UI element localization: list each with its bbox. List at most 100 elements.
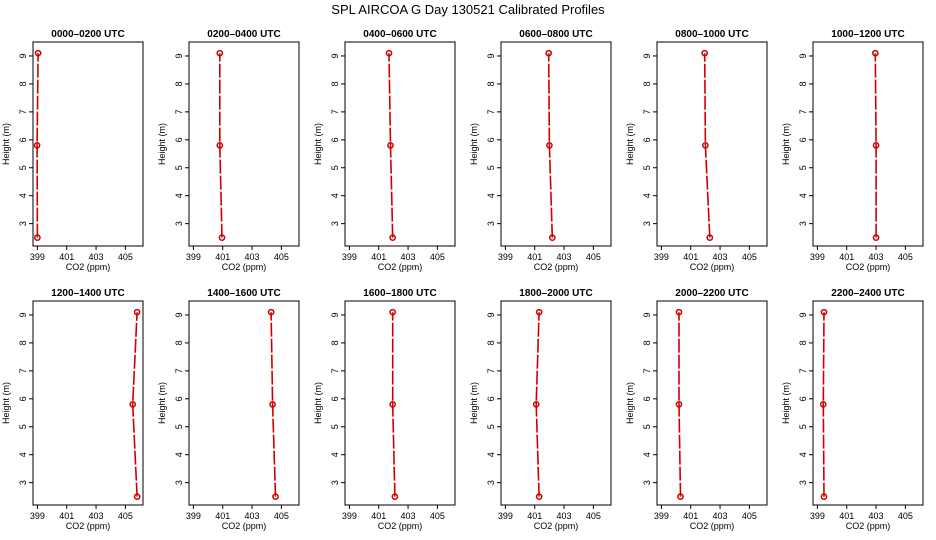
panel-title: 1600–1800 UTC bbox=[363, 288, 436, 299]
data-point bbox=[389, 308, 397, 316]
y-tick-label: 3 bbox=[642, 480, 652, 485]
data-point bbox=[548, 234, 556, 241]
y-tick-label: 4 bbox=[642, 193, 652, 198]
y-tick-label: 7 bbox=[174, 368, 184, 373]
y-tick-label: 8 bbox=[798, 81, 808, 86]
data-point bbox=[535, 493, 543, 500]
y-tick-label: 8 bbox=[330, 81, 340, 86]
y-tick-label: 5 bbox=[174, 165, 184, 170]
x-axis-label: CO2 (ppm) bbox=[534, 521, 579, 531]
y-tick-label: 4 bbox=[486, 193, 496, 198]
y-tick-label: 8 bbox=[18, 340, 28, 345]
y-tick-label: 8 bbox=[798, 340, 808, 345]
data-point bbox=[389, 401, 397, 408]
y-tick-label: 8 bbox=[486, 340, 496, 345]
y-tick-label: 5 bbox=[798, 424, 808, 429]
data-point bbox=[820, 493, 828, 500]
y-tick-label: 8 bbox=[174, 340, 184, 345]
y-axis-label: Height (m) bbox=[157, 382, 167, 424]
y-tick-label: 9 bbox=[798, 312, 808, 317]
y-tick-label: 6 bbox=[18, 396, 28, 401]
plot-frame bbox=[344, 300, 456, 506]
x-tick-label: 399 bbox=[186, 511, 201, 521]
x-tick-label: 401 bbox=[59, 511, 74, 521]
data-point bbox=[532, 401, 540, 408]
y-tick-label: 5 bbox=[642, 424, 652, 429]
plot-frame bbox=[500, 300, 612, 506]
x-tick-label: 401 bbox=[683, 511, 698, 521]
x-tick-label: 399 bbox=[342, 511, 357, 521]
y-tick-label: 9 bbox=[18, 312, 28, 317]
y-axis-label: Height (m) bbox=[469, 123, 479, 165]
y-axis-label: Height (m) bbox=[781, 382, 791, 424]
panel-title: 0400–0600 UTC bbox=[363, 29, 436, 40]
data-point bbox=[34, 234, 41, 241]
x-tick-label: 399 bbox=[654, 252, 669, 262]
y-tick-label: 6 bbox=[798, 137, 808, 142]
y-tick-label: 9 bbox=[330, 312, 340, 317]
profile-line bbox=[36, 53, 39, 238]
x-tick-label: 401 bbox=[371, 252, 386, 262]
x-axis-label: CO2 (ppm) bbox=[66, 262, 111, 272]
panel-title: 0800–1000 UTC bbox=[675, 29, 748, 40]
y-tick-label: 4 bbox=[174, 452, 184, 457]
data-point bbox=[702, 142, 709, 149]
y-tick-label: 4 bbox=[486, 452, 496, 457]
profile-panel: 1400–1600 UTC 399 401 403 405 3 4 5 6 7 8 9 CO2 (ppm… bbox=[157, 288, 300, 531]
y-tick-label: 7 bbox=[642, 109, 652, 114]
y-tick-label: 4 bbox=[798, 193, 808, 198]
y-tick-label: 8 bbox=[174, 81, 184, 86]
y-tick-label: 8 bbox=[18, 81, 28, 86]
x-tick-label: 401 bbox=[371, 511, 386, 521]
y-tick-label: 3 bbox=[330, 480, 340, 485]
y-tick-label: 5 bbox=[486, 165, 496, 170]
x-tick-label: 405 bbox=[898, 511, 913, 521]
y-tick-label: 7 bbox=[642, 368, 652, 373]
x-tick-label: 405 bbox=[274, 511, 289, 521]
y-tick-label: 6 bbox=[330, 137, 340, 142]
plot-frame bbox=[188, 300, 300, 506]
x-tick-label: 403 bbox=[869, 252, 884, 262]
y-tick-label: 3 bbox=[18, 221, 28, 226]
x-tick-label: 405 bbox=[430, 252, 445, 262]
y-tick-label: 3 bbox=[798, 480, 808, 485]
x-tick-label: 403 bbox=[401, 252, 416, 262]
data-point bbox=[387, 142, 394, 149]
y-tick-label: 5 bbox=[798, 165, 808, 170]
x-tick-label: 405 bbox=[118, 511, 133, 521]
x-tick-label: 405 bbox=[742, 511, 757, 521]
profile-line bbox=[874, 53, 877, 238]
y-tick-label: 4 bbox=[174, 193, 184, 198]
profile-line bbox=[678, 312, 682, 497]
y-tick-label: 6 bbox=[174, 137, 184, 142]
x-tick-label: 403 bbox=[713, 511, 728, 521]
x-tick-label: 399 bbox=[810, 252, 825, 262]
x-tick-label: 405 bbox=[274, 252, 289, 262]
plot-frame bbox=[500, 41, 612, 247]
data-point bbox=[385, 49, 393, 57]
y-tick-label: 7 bbox=[486, 109, 496, 114]
x-tick-label: 405 bbox=[742, 252, 757, 262]
x-tick-label: 399 bbox=[30, 511, 45, 521]
y-axis-label: Height (m) bbox=[469, 382, 479, 424]
y-tick-label: 3 bbox=[18, 480, 28, 485]
plot-frame bbox=[32, 300, 144, 506]
x-tick-label: 403 bbox=[245, 252, 260, 262]
y-tick-label: 5 bbox=[330, 424, 340, 429]
y-tick-label: 8 bbox=[642, 340, 652, 345]
plot-frame bbox=[32, 41, 144, 247]
data-point bbox=[546, 142, 553, 149]
y-tick-label: 3 bbox=[798, 221, 808, 226]
profile-panel: 1800–2000 UTC 399 401 403 405 3 4 5 6 7 8 9 CO2 (ppm… bbox=[469, 288, 612, 531]
data-point bbox=[34, 49, 42, 57]
y-tick-label: 3 bbox=[174, 221, 184, 226]
profile-line bbox=[822, 312, 825, 497]
y-tick-label: 8 bbox=[330, 340, 340, 345]
x-axis-label: CO2 (ppm) bbox=[690, 521, 735, 531]
x-tick-label: 405 bbox=[898, 252, 913, 262]
y-tick-label: 4 bbox=[330, 452, 340, 457]
y-tick-label: 8 bbox=[642, 81, 652, 86]
x-tick-label: 399 bbox=[498, 252, 513, 262]
x-axis-label: CO2 (ppm) bbox=[690, 262, 735, 272]
y-tick-label: 7 bbox=[18, 368, 28, 373]
